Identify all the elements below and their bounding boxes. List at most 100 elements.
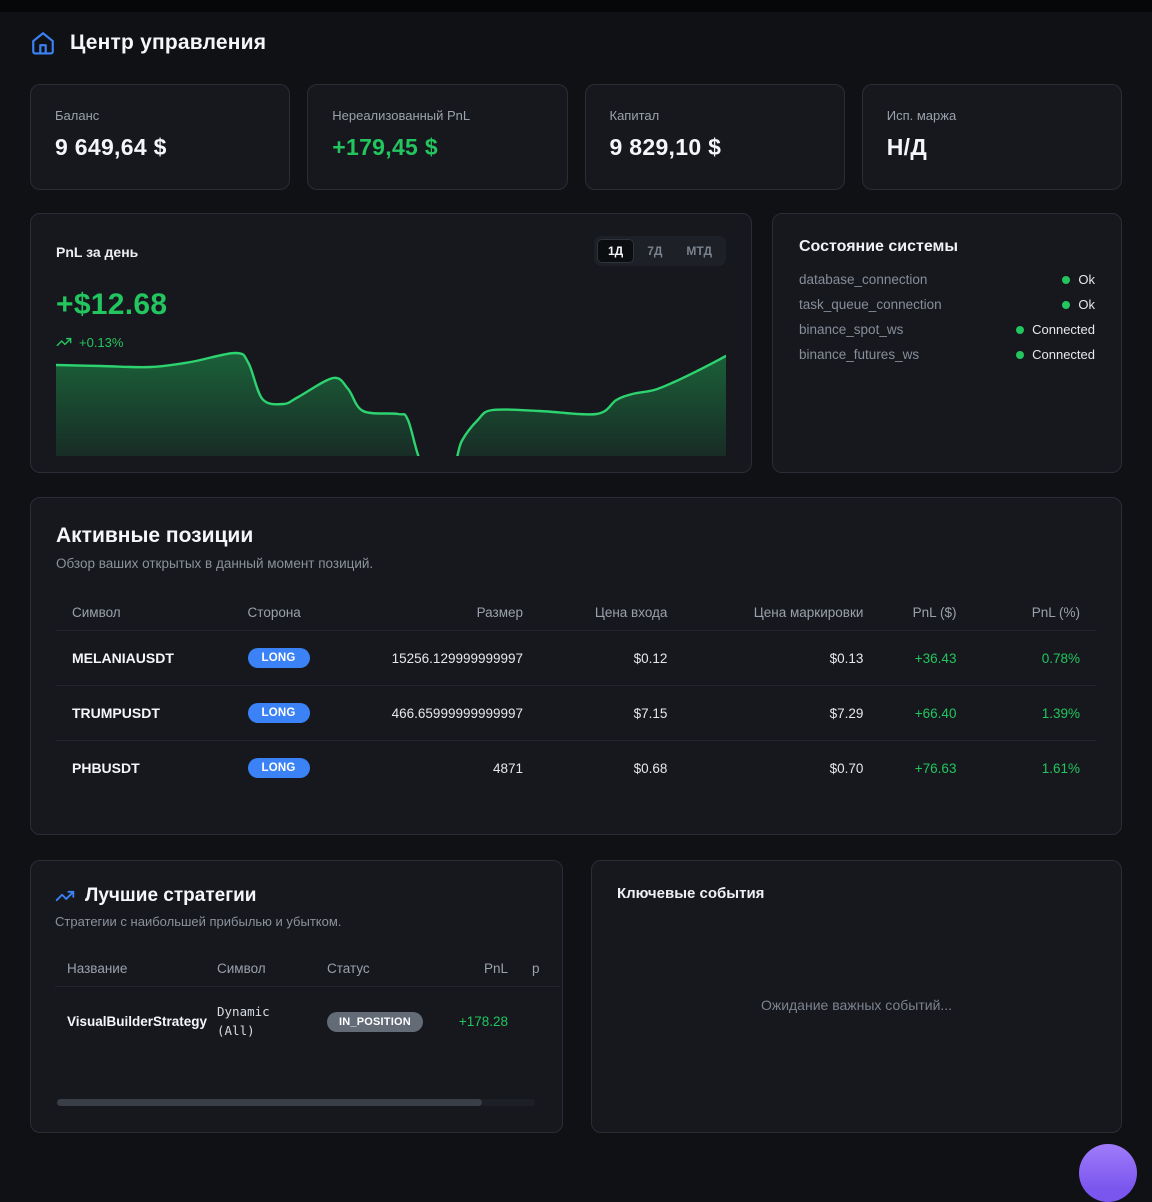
position-mark: $0.13: [829, 650, 864, 666]
position-row: TRUMPUSDT LONG 466.65999999999997 $7.15 …: [56, 685, 1096, 741]
col-pnl-usd: PnL ($): [912, 605, 957, 620]
position-size: 4871: [492, 760, 524, 776]
strategy-symbol: Dynamic (All): [217, 1004, 270, 1038]
col-clipped: р: [532, 961, 540, 976]
positions-header-row: Символ Сторона Размер Цена входа Цена ма…: [56, 595, 1096, 631]
stat-label: Нереализованный PnL: [332, 108, 471, 123]
system-status-title: Состояние системы: [799, 238, 959, 255]
status-row-database: database_connection Ok: [799, 272, 1095, 287]
home-icon: [32, 32, 54, 55]
position-mark: $7.29: [829, 705, 864, 721]
status-value: Ok: [1078, 297, 1095, 312]
col-symbol: Символ: [72, 605, 121, 620]
col-side: Сторона: [247, 605, 301, 620]
col-name: Название: [67, 961, 128, 976]
position-size: 15256.129999999997: [391, 650, 524, 666]
trending-up-icon: [55, 890, 75, 902]
positions-title: Активные позиции: [56, 524, 254, 547]
strategies-title: Лучшие стратегии: [85, 885, 257, 906]
position-symbol: TRUMPUSDT: [72, 705, 160, 721]
stat-value: 9 649,64 $: [55, 134, 167, 160]
position-row: PHBUSDT LONG 4871 $0.68 $0.70 +76.63 1.6…: [56, 740, 1096, 796]
position-entry: $7.15: [633, 705, 668, 721]
horizontal-scrollbar[interactable]: [57, 1099, 535, 1106]
stat-value: +179,45 $: [332, 134, 438, 160]
status-name: binance_futures_ws: [799, 347, 920, 362]
position-pnl-usd: +36.43: [914, 650, 957, 666]
stat-value: 9 829,10 $: [609, 134, 722, 160]
floating-action-button[interactable]: [1079, 1144, 1137, 1202]
pnl-sparkline-chart: [56, 349, 726, 456]
position-symbol: MELANIAUSDT: [72, 650, 174, 666]
status-name: database_connection: [799, 272, 928, 287]
period-tab-group: 1Д 7Д МТД: [593, 236, 726, 266]
status-value: Connected: [1032, 322, 1095, 337]
tab-1d[interactable]: 1Д: [596, 239, 635, 263]
daily-pnl-change-pct: +0.13%: [79, 334, 124, 350]
tab-7d[interactable]: 7Д: [636, 239, 673, 263]
page-title: Центр управления: [70, 31, 267, 54]
strategy-name: VisualBuilderStrategy: [67, 1014, 208, 1030]
position-size: 466.65999999999997: [391, 705, 524, 721]
side-badge-long: LONG: [247, 648, 310, 668]
position-pnl-pct: 1.61%: [1041, 760, 1080, 776]
status-name: task_queue_connection: [799, 297, 942, 312]
daily-pnl-card: PnL за день 1Д 7Д МТД +$12.68 +0.13%: [30, 213, 752, 473]
stat-label: Капитал: [609, 108, 660, 123]
col-pnl-pct: PnL (%): [1031, 605, 1080, 620]
side-badge-long: LONG: [247, 703, 310, 723]
status-ok-dot: [1062, 275, 1071, 284]
status-ok-dot: [1016, 325, 1025, 334]
strategies-table: Название Символ Статус PnL р VisualBuild…: [55, 951, 560, 1057]
position-pnl-usd: +76.63: [914, 760, 957, 776]
trending-up-icon: [56, 337, 72, 347]
daily-pnl-title: PnL за день: [56, 244, 139, 260]
tab-mtd[interactable]: МТД: [675, 239, 723, 263]
stat-label: Баланс: [55, 108, 100, 123]
stat-card-unrealized-pnl: Нереализованный PnL +179,45 $: [307, 84, 568, 190]
page-header: Центр управления: [30, 30, 1122, 56]
stats-row: Баланс 9 649,64 $ Нереализованный PnL +1…: [30, 84, 1122, 190]
active-positions-card: Активные позиции Обзор ваших открытых в …: [30, 497, 1122, 835]
top-strip: [0, 0, 1152, 12]
top-strategies-card: Лучшие стратегии Стратегии с наибольшей …: [30, 860, 563, 1133]
status-ok-dot: [1016, 350, 1025, 359]
stat-card-used-margin: Исп. маржа Н/Д: [861, 84, 1122, 190]
position-pnl-usd: +66.40: [914, 705, 957, 721]
stat-label: Исп. маржа: [886, 108, 957, 123]
positions-subtitle: Обзор ваших открытых в данный момент поз…: [56, 556, 374, 571]
status-value: Ok: [1078, 272, 1095, 287]
position-pnl-pct: 0.78%: [1041, 650, 1080, 666]
status-name: binance_spot_ws: [799, 322, 904, 337]
position-symbol: PHBUSDT: [72, 760, 140, 777]
daily-pnl-value: +$12.68: [56, 288, 168, 321]
positions-table: Символ Сторона Размер Цена входа Цена ма…: [56, 595, 1096, 796]
daily-pnl-change: +0.13%: [56, 334, 726, 350]
events-title: Ключевые события: [617, 885, 765, 902]
col-pnl: PnL: [483, 961, 508, 976]
stat-value: Н/Д: [886, 134, 928, 160]
position-row: MELANIAUSDT LONG 15256.129999999997 $0.1…: [56, 630, 1096, 686]
strategy-status-badge: IN_POSITION: [327, 1011, 423, 1032]
stat-card-balance: Баланс 9 649,64 $: [30, 84, 291, 190]
system-status-card: Состояние системы database_connection Ok…: [772, 213, 1122, 473]
stat-card-equity: Капитал 9 829,10 $: [584, 84, 845, 190]
col-size: Размер: [476, 605, 524, 620]
status-ok-dot: [1062, 300, 1071, 309]
strategies-header-row: Название Символ Статус PnL р: [55, 951, 560, 987]
position-pnl-pct: 1.39%: [1041, 705, 1080, 721]
col-status: Статус: [327, 961, 370, 976]
position-mark: $0.70: [829, 760, 864, 776]
col-entry: Цена входа: [594, 605, 668, 620]
status-row-binance-futures: binance_futures_ws Connected: [799, 347, 1095, 362]
col-mark: Цена маркировки: [753, 605, 864, 620]
status-row-binance-spot: binance_spot_ws Connected: [799, 322, 1095, 337]
strategy-row: VisualBuilderStrategy Dynamic (All) IN_P…: [55, 986, 560, 1057]
position-entry: $0.12: [633, 650, 668, 666]
strategies-subtitle: Стратегии с наибольшей прибылью и убытко…: [55, 914, 342, 929]
scrollbar-thumb[interactable]: [57, 1099, 483, 1106]
events-empty-text: Ожидание важных событий...: [760, 997, 953, 1013]
side-badge-long: LONG: [247, 758, 310, 779]
position-entry: $0.68: [633, 760, 668, 776]
strategy-pnl: +178.28: [458, 1014, 508, 1030]
